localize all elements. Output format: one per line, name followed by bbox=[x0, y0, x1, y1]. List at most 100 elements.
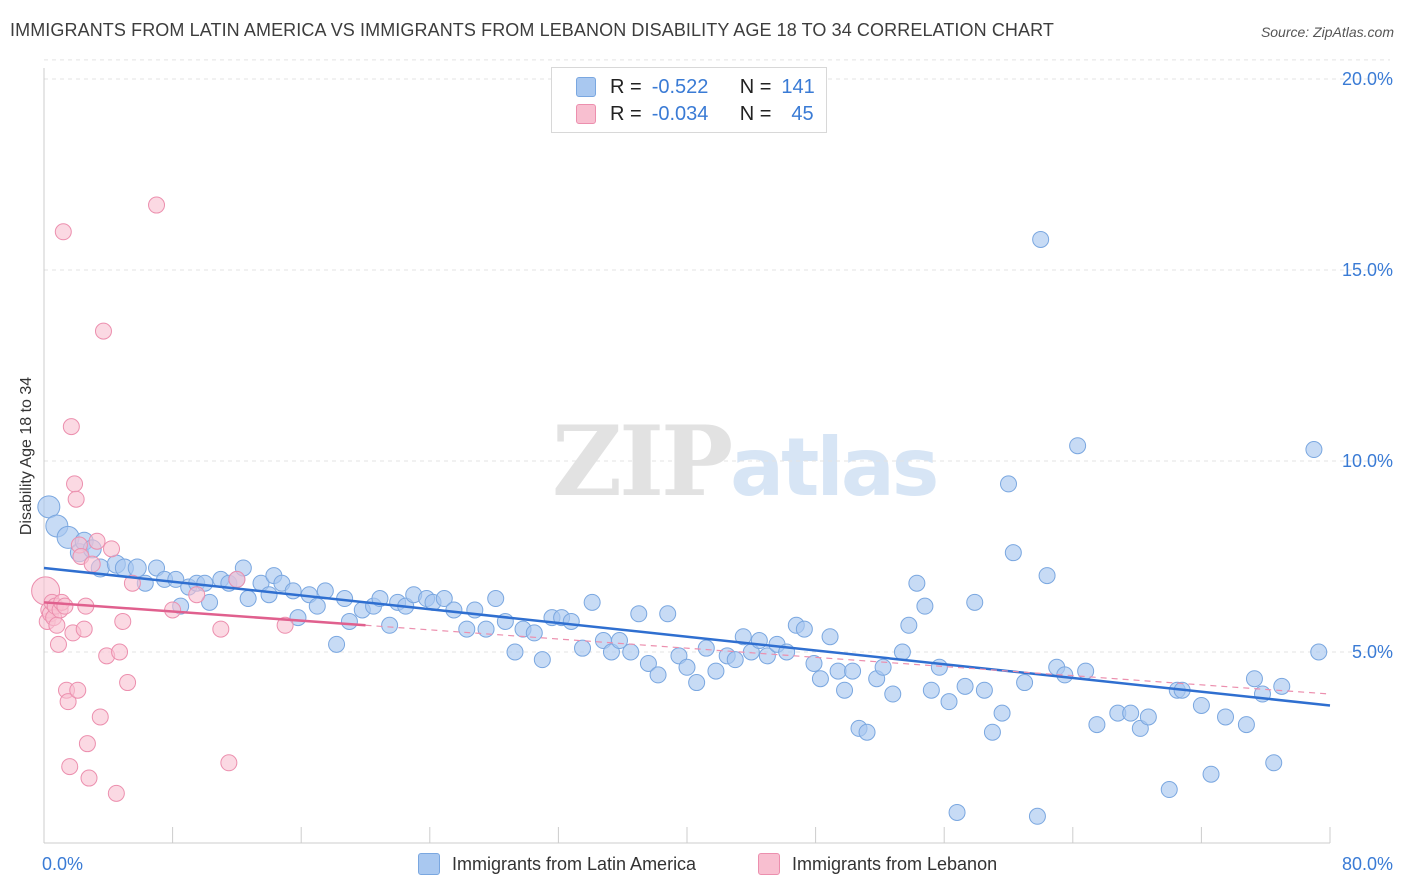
data-point-lebanon bbox=[148, 196, 166, 214]
data-point-latin-america bbox=[381, 616, 399, 634]
data-point-latin-america bbox=[284, 582, 302, 600]
data-point-latin-america bbox=[477, 620, 495, 638]
data-point-latin-america bbox=[922, 681, 940, 699]
data-point-lebanon bbox=[54, 223, 72, 241]
data-point-lebanon bbox=[48, 616, 66, 634]
data-point-latin-america bbox=[829, 662, 847, 680]
data-point-lebanon bbox=[94, 322, 112, 340]
data-point-latin-america bbox=[127, 558, 147, 578]
data-point-latin-america bbox=[966, 593, 984, 611]
source-note: Source: ZipAtlas.com bbox=[1260, 24, 1394, 40]
data-point-latin-america bbox=[1310, 643, 1328, 661]
data-point-lebanon bbox=[66, 475, 84, 493]
data-point-latin-america bbox=[707, 662, 725, 680]
data-point-latin-america bbox=[697, 639, 715, 657]
data-point-latin-america bbox=[1217, 708, 1235, 726]
data-point-lebanon bbox=[119, 674, 137, 692]
trend-line-lebanon bbox=[43, 601, 366, 627]
data-point-latin-america bbox=[1122, 704, 1140, 722]
series-label-latin-america: Immigrants from Latin America bbox=[452, 853, 697, 874]
data-point-lebanon bbox=[75, 620, 93, 638]
legend-swatch-lebanon bbox=[576, 104, 596, 124]
x-tick-label: 0.0% bbox=[42, 854, 83, 874]
data-point-latin-america bbox=[734, 628, 752, 646]
data-point-latin-america bbox=[622, 643, 640, 661]
data-point-latin-america bbox=[940, 693, 958, 711]
data-point-latin-america bbox=[1160, 781, 1178, 799]
data-point-latin-america bbox=[630, 605, 648, 623]
series-swatch-latin-america bbox=[418, 853, 440, 875]
data-point-lebanon bbox=[62, 418, 80, 436]
data-point-latin-america bbox=[983, 723, 1001, 741]
data-point-latin-america bbox=[583, 593, 601, 611]
data-point-lebanon bbox=[188, 586, 206, 604]
data-point-lebanon bbox=[59, 693, 77, 711]
data-point-lebanon bbox=[61, 758, 79, 776]
data-point-lebanon bbox=[212, 620, 230, 638]
data-point-latin-america bbox=[844, 662, 862, 680]
data-point-latin-america bbox=[975, 681, 993, 699]
data-point-latin-america bbox=[993, 704, 1011, 722]
data-point-latin-america bbox=[201, 593, 219, 611]
data-point-latin-america bbox=[260, 586, 278, 604]
data-point-latin-america bbox=[1202, 765, 1220, 783]
data-point-lebanon bbox=[67, 490, 85, 508]
data-point-latin-america bbox=[678, 658, 696, 676]
data-point-latin-america bbox=[1028, 807, 1046, 825]
data-point-latin-america bbox=[487, 590, 505, 608]
data-point-lebanon bbox=[80, 769, 98, 787]
data-point-latin-america bbox=[533, 651, 551, 669]
data-point-latin-america bbox=[930, 658, 948, 676]
data-point-latin-america bbox=[525, 624, 543, 642]
watermark-atlas: atlas bbox=[730, 421, 939, 514]
data-point-latin-america bbox=[1069, 437, 1087, 455]
data-point-latin-america bbox=[1088, 716, 1106, 734]
data-point-latin-america bbox=[758, 647, 776, 665]
data-point-latin-america bbox=[948, 803, 966, 821]
series-legend-latin-america: Immigrants from Latin America bbox=[418, 851, 696, 877]
data-point-latin-america bbox=[1139, 708, 1157, 726]
legend-n-value: 141 bbox=[781, 75, 815, 98]
data-point-latin-america bbox=[956, 677, 974, 695]
data-point-lebanon bbox=[78, 735, 96, 753]
data-point-latin-america bbox=[908, 574, 926, 592]
data-point-lebanon bbox=[276, 616, 294, 634]
data-point-latin-america bbox=[639, 654, 657, 672]
data-point-lebanon bbox=[111, 643, 129, 661]
legend-r-value: -0.522 bbox=[651, 75, 709, 98]
data-point-latin-america bbox=[884, 685, 902, 703]
data-point-latin-america bbox=[1016, 674, 1034, 692]
data-point-latin-america bbox=[726, 651, 744, 669]
data-point-latin-america bbox=[458, 620, 476, 638]
legend-r-value: -0.034 bbox=[651, 102, 709, 125]
data-point-latin-america bbox=[1265, 754, 1283, 772]
data-point-latin-america bbox=[1000, 475, 1017, 493]
x-tick-label: 80.0% bbox=[1342, 854, 1393, 874]
series-label-lebanon: Immigrants from Lebanon bbox=[792, 853, 998, 874]
data-point-latin-america bbox=[506, 643, 524, 661]
data-point-lebanon bbox=[220, 754, 238, 772]
data-point-latin-america bbox=[916, 597, 934, 615]
y-tick-label: 20.0% bbox=[1342, 69, 1393, 89]
data-point-lebanon bbox=[49, 635, 67, 653]
legend-n-label: N = bbox=[739, 75, 772, 98]
data-point-latin-america bbox=[805, 654, 823, 672]
data-point-latin-america bbox=[239, 590, 257, 608]
trend-line-lebanon-extended bbox=[365, 624, 1331, 695]
y-tick-label: 10.0% bbox=[1342, 451, 1393, 471]
data-point-latin-america bbox=[836, 681, 854, 699]
data-point-lebanon bbox=[69, 681, 87, 699]
data-point-latin-america bbox=[1032, 230, 1050, 248]
data-point-latin-america bbox=[340, 612, 358, 630]
data-point-latin-america bbox=[435, 590, 453, 608]
data-point-lebanon bbox=[107, 784, 125, 802]
data-point-latin-america bbox=[1273, 677, 1291, 695]
data-point-latin-america bbox=[308, 597, 326, 615]
data-point-latin-america bbox=[659, 605, 677, 623]
trend-line-latin-america bbox=[43, 566, 1331, 707]
chart-title: IMMIGRANTS FROM LATIN AMERICA VS IMMIGRA… bbox=[10, 20, 1054, 40]
y-tick-label: 5.0% bbox=[1352, 642, 1393, 662]
series-legend-lebanon: Immigrants from Lebanon bbox=[758, 851, 997, 877]
data-point-latin-america bbox=[688, 674, 706, 692]
data-point-lebanon bbox=[56, 597, 74, 615]
